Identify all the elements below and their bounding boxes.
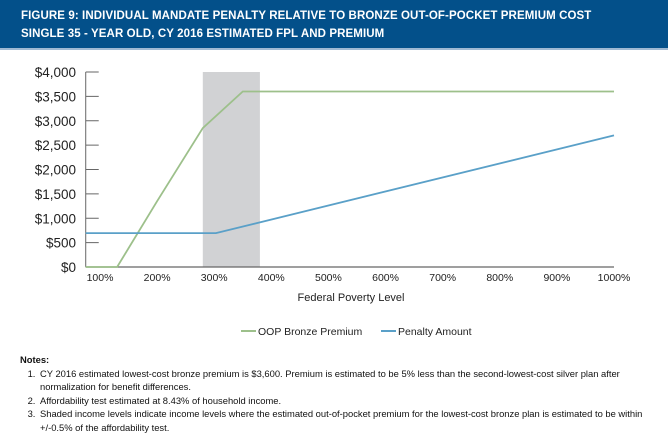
x-tick-label: 1000% <box>598 272 631 284</box>
y-tick-label: $4,000 <box>35 65 76 80</box>
x-tick-label: 700% <box>429 272 456 284</box>
shaded-affordability-region <box>202 72 260 267</box>
notes-heading: Notes: <box>20 354 50 365</box>
note-3: Shaded income levels indicate income lev… <box>38 407 670 434</box>
y-tick-label: $3,500 <box>35 89 76 104</box>
chart: $0 $500 $1,000 $1,500 $2,000 $2,500 $3,000 $3,5… <box>35 65 631 338</box>
figure-subtitle: SINGLE 35 - YEAR OLD, CY 2016 ESTIMATED … <box>21 28 385 40</box>
x-tick-label: 500% <box>315 272 342 284</box>
x-tick-label: 200% <box>144 272 171 284</box>
x-tick-label: 900% <box>543 272 570 284</box>
legend-label: Penalty Amount <box>398 326 472 338</box>
y-tick-label: $3,000 <box>35 114 76 129</box>
notes: Notes: CY 2016 estimated lowest-cost bro… <box>20 353 670 435</box>
x-tick-label: 300% <box>201 272 228 284</box>
y-tick-label: $1,000 <box>35 211 76 226</box>
x-tick-label: 600% <box>372 272 399 284</box>
note-1: CY 2016 estimated lowest-cost bronze pre… <box>38 367 670 394</box>
y-tick-label: $1,500 <box>35 187 76 202</box>
y-tick-label: $2,000 <box>35 163 76 178</box>
oop-bronze-premium-line <box>85 90 614 268</box>
x-tick-label: 800% <box>486 272 513 284</box>
figure-title: FIGURE 9: INDIVIDUAL MANDATE PENALTY REL… <box>21 10 592 22</box>
note-2: Affordability test estimated at 8.43% of… <box>38 394 670 408</box>
y-tick-label: $500 <box>46 236 76 251</box>
x-axis-label: Federal Poverty Level <box>298 292 405 304</box>
x-tick-label: 100% <box>87 272 114 284</box>
figure-header: FIGURE 9: INDIVIDUAL MANDATE PENALTY REL… <box>0 0 668 50</box>
legend-label: OOP Bronze Premium <box>258 326 363 338</box>
y-tick-label: $2,500 <box>35 138 76 153</box>
penalty-amount-line <box>85 134 615 235</box>
y-tick-label: $0 <box>61 260 76 275</box>
x-tick-label: 400% <box>258 272 285 284</box>
